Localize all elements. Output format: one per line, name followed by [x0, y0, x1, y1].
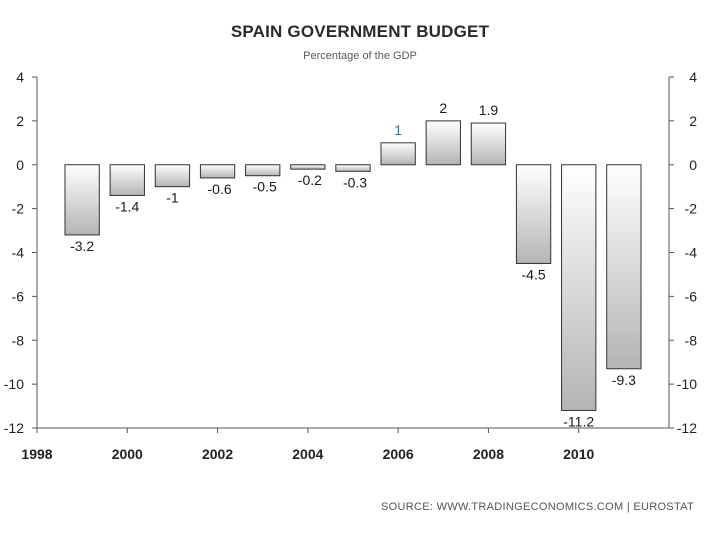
- data-label-1999: -3.2: [70, 238, 94, 254]
- data-label-2004: -0.2: [298, 172, 322, 188]
- chart-bars: [64, 120, 642, 411]
- data-label-2006: 1: [394, 122, 402, 138]
- y-tick-label-right: 2: [689, 113, 697, 129]
- x-tick-label: 2004: [292, 446, 323, 462]
- bar-2010: [561, 164, 597, 411]
- y-tick-label-right: 0: [689, 157, 697, 173]
- y-tick-label-left: 4: [16, 69, 24, 85]
- y-tick-label-left: -6: [12, 288, 25, 304]
- y-tick-label-left: -4: [12, 245, 25, 261]
- y-tick-label-left: -2: [12, 201, 25, 217]
- data-label-2008: 1.9: [479, 102, 499, 118]
- data-label-2005: -0.3: [343, 174, 367, 190]
- y-tick-label-right: -6: [685, 288, 698, 304]
- x-tick-label: 2010: [563, 446, 594, 462]
- x-tick-label: 2000: [112, 446, 143, 462]
- bar-2005: [335, 164, 371, 172]
- data-label-2003: -0.5: [253, 179, 277, 195]
- chart-subtitle: Percentage of the GDP: [303, 50, 417, 62]
- data-label-2009: -4.5: [522, 266, 546, 282]
- data-label-2011: -9.3: [612, 372, 636, 388]
- bar-2006: [380, 142, 416, 166]
- data-label-2007: 2: [439, 100, 447, 116]
- data-label-2002: -0.6: [208, 181, 232, 197]
- data-label-2000: -1.4: [115, 198, 139, 214]
- bar-2002: [199, 164, 236, 179]
- chart-data-labels: -3.2 -1.4 -1 -0.6 -0.5 -0.2 -0.3 1 2 1.9 -4.5 -11.2…: [70, 100, 636, 430]
- bar-2000: [109, 164, 145, 196]
- y-tick-label-left: -8: [12, 332, 25, 348]
- y-tick-label-left: -12: [4, 420, 24, 436]
- bar-1999: [64, 164, 100, 236]
- bar-2003: [245, 164, 281, 177]
- x-tick-label: 2006: [383, 446, 414, 462]
- x-tick-label: 1998: [21, 446, 52, 462]
- chart-title: SPAIN GOVERNMENT BUDGET: [230, 22, 490, 41]
- source-note: SOURCE: WWW.TRADINGECONOMICS.COM | EUROS…: [381, 501, 694, 513]
- y-tick-label-left: -10: [4, 376, 24, 392]
- bar-2001: [154, 164, 191, 188]
- x-tick-label: 2008: [473, 446, 504, 462]
- y-tick-label-right: -10: [677, 376, 697, 392]
- y-tick-label-right: -2: [685, 201, 698, 217]
- bar-2004: [290, 164, 326, 170]
- y-tick-label-left: 2: [16, 113, 24, 129]
- bar-2009: [515, 164, 552, 264]
- y-tick-label-right: -12: [677, 420, 697, 436]
- y-tick-label-right: 4: [689, 69, 697, 85]
- y-tick-label-right: -8: [685, 332, 698, 348]
- bar-2007: [425, 120, 461, 166]
- bar-2008: [470, 122, 507, 166]
- data-label-2001: -1: [166, 190, 179, 206]
- y-tick-label-left: 0: [16, 157, 24, 173]
- y-tick-label-right: -4: [685, 245, 698, 261]
- bar-2011: [606, 164, 642, 370]
- data-label-2010: -11.2: [563, 413, 594, 429]
- x-tick-label: 2002: [202, 446, 233, 462]
